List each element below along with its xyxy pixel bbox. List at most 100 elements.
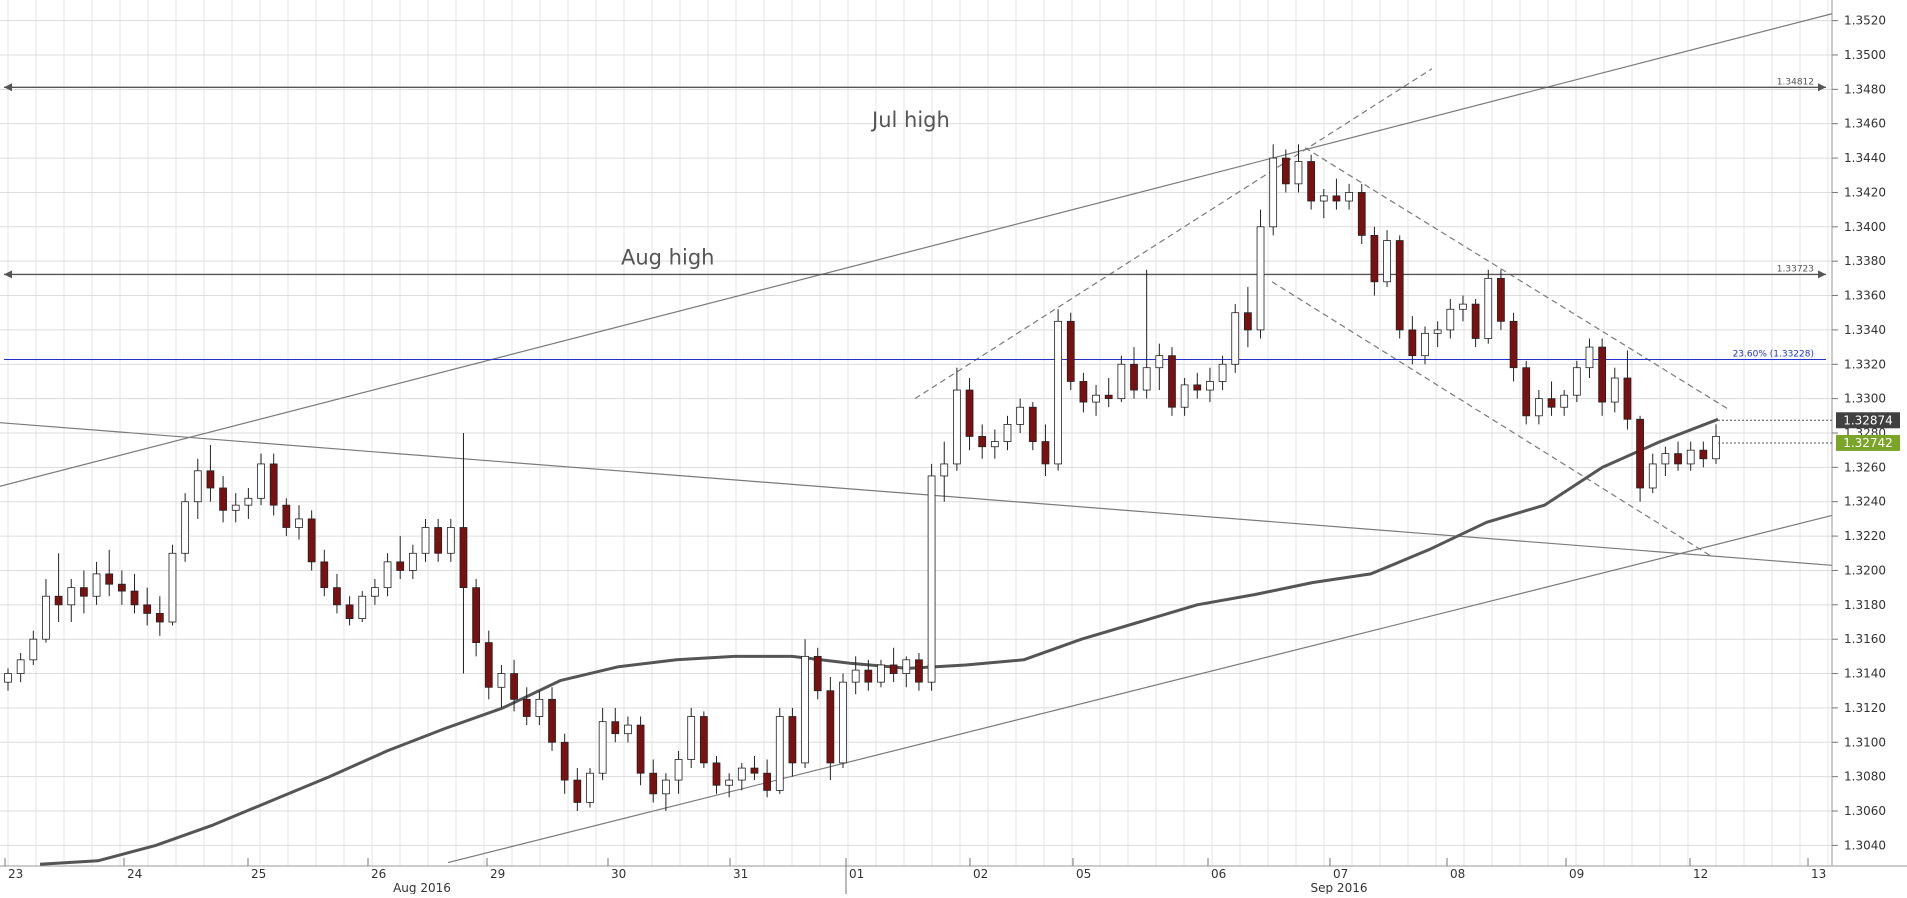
y-tick-label: 1.3080 [1844,770,1886,784]
candle-body [1244,312,1252,331]
x-tick-label: 24 [127,867,142,881]
candle-body [535,698,544,717]
candle [1117,355,1126,403]
candle [320,549,329,597]
level-label: 1.33723 [1777,264,1814,274]
candle [244,487,253,519]
candle-body [1421,332,1429,357]
candle-body [244,497,253,506]
candle [662,773,670,812]
candle-body [421,527,430,554]
y-tick-label: 1.3300 [1844,392,1886,406]
candle-body [889,664,898,674]
candle-body [1155,355,1164,369]
candle [307,510,316,571]
level: 1.34812 [4,77,1826,92]
candle [510,659,518,712]
candle [1648,453,1657,494]
candle-body [143,604,152,614]
candle [1497,269,1505,330]
candle [1610,367,1619,413]
candle [472,579,480,657]
candle-body [1598,346,1607,403]
candle [459,433,468,674]
y-tick-label: 1.3120 [1844,701,1886,715]
candle-body [1193,384,1202,391]
candle [421,518,430,562]
candle [105,549,114,597]
x-axis: 23 24 25 26 29 30 31 01 02 05 06 07 08 09 12 13 Aug 2016… [4,858,1826,895]
x-tick-label: 05 [1076,867,1091,881]
candle [624,716,632,743]
candle-body [1686,449,1695,465]
candle-body [1484,277,1493,339]
candle-body [737,767,746,781]
dashed-falling-lower [1271,281,1713,558]
candle [16,652,25,683]
candle [1206,367,1214,403]
candle [1459,295,1467,322]
candle [345,596,354,626]
candle [231,493,240,523]
level: 1.33723 [4,264,1826,279]
candle-body [92,573,101,597]
candle-body [1357,192,1366,236]
candle [446,518,455,562]
candle-body [345,604,354,619]
candle [1016,398,1025,433]
candle-body [1648,463,1657,489]
y-tick-label: 1.3420 [1844,185,1886,199]
candle-body [358,595,367,619]
x-tick-label: 23 [8,867,23,881]
x-tick-label: 02 [973,867,988,881]
candle [143,587,152,626]
candle-body [826,690,835,764]
candle-body [965,389,974,437]
y-tick-label: 1.3180 [1844,598,1886,612]
candle [1345,183,1353,210]
candle [953,367,961,471]
price-badge: 1.32874 [1718,412,1900,429]
candle [522,687,531,726]
candle-body [839,681,847,764]
candle-body [1092,394,1100,403]
candle [1357,183,1366,244]
candle [29,630,38,665]
candle [737,762,746,791]
candle-body [1674,453,1682,465]
candle-body [42,595,50,640]
candle-body [396,561,405,571]
candle [1686,441,1695,471]
candle [1560,390,1569,416]
candle-body [130,590,139,606]
candle-body [927,475,936,683]
candle [257,453,265,506]
candle [965,378,974,451]
candle [839,673,847,769]
upper-channel-line [0,13,1833,487]
candle [548,687,556,751]
y-tick-label: 1.3460 [1844,117,1886,131]
candle-body [1269,157,1278,228]
x-tick-label: 06 [1211,867,1226,881]
candle [181,493,190,562]
candle-body [750,767,759,774]
candle [1231,304,1240,373]
candle-body [598,721,607,774]
candle-body [472,587,480,644]
candle-body [1294,161,1303,185]
month-label: Sep 2016 [1311,881,1368,894]
x-tick-label: 25 [251,867,266,881]
candle [1598,338,1607,416]
candle [1054,309,1062,471]
candle [725,773,734,798]
candle-body [282,504,291,528]
candle [219,475,227,523]
y-tick-label: 1.3520 [1844,14,1886,28]
candle-body [383,561,392,589]
candle-body [459,527,468,589]
candle-body [990,441,999,448]
y-tick-label: 1.3380 [1844,254,1886,268]
candle [193,458,202,519]
candle-body [851,669,860,683]
